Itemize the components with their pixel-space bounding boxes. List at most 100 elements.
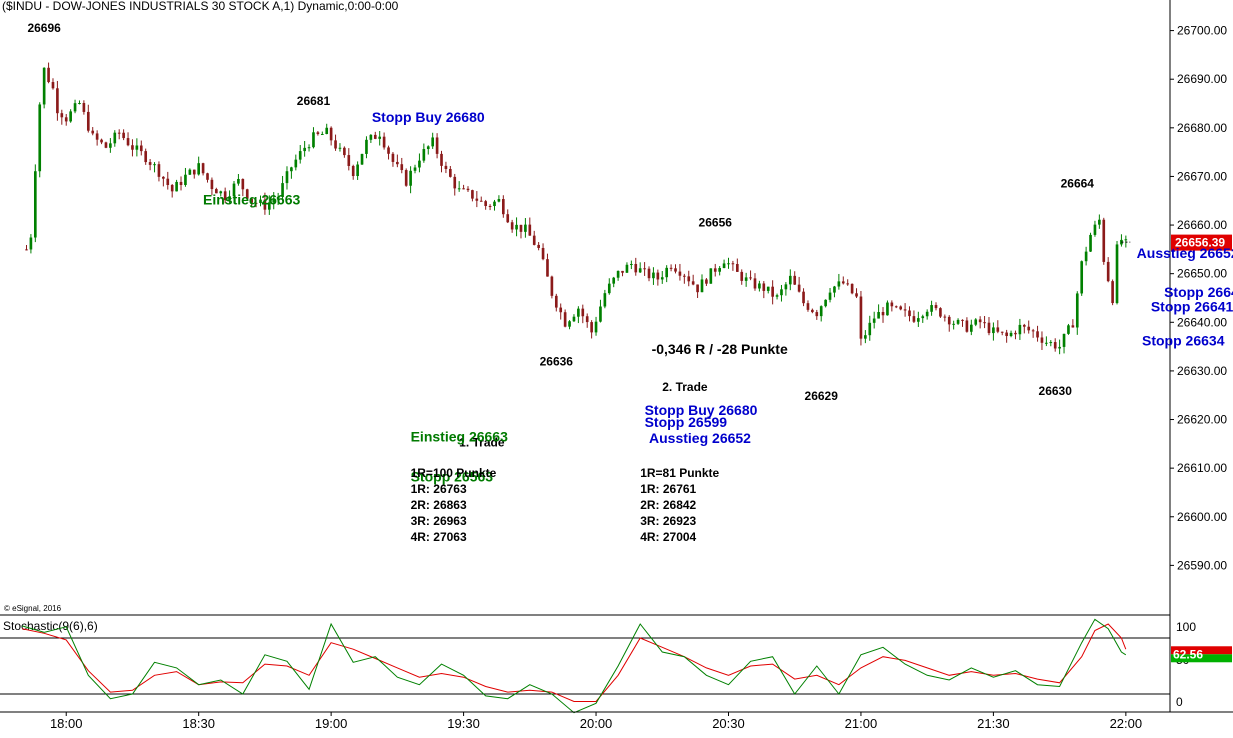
stochastic-panel: Stochastic(9(6),6) xyxy=(0,618,1170,714)
candle-body xyxy=(643,268,646,270)
candle-body xyxy=(1040,337,1044,343)
candle-body xyxy=(449,168,452,177)
candle-body xyxy=(793,275,797,285)
candle-body xyxy=(69,111,72,122)
candle-body xyxy=(603,293,607,307)
candle-body xyxy=(925,311,929,317)
candle-body xyxy=(122,132,125,139)
candle-body xyxy=(802,291,805,304)
candle-body xyxy=(254,202,258,204)
candle-body xyxy=(930,305,933,312)
candle-body xyxy=(621,270,624,273)
price-annotation: Stopp 26641 xyxy=(1151,298,1233,314)
candle-body xyxy=(387,147,390,154)
candle-body xyxy=(965,320,969,332)
trade1-r-line: 1R: 26763 xyxy=(411,482,467,496)
candle-body xyxy=(546,259,549,277)
candle-body xyxy=(320,134,324,136)
candle-body xyxy=(833,286,836,293)
candle-body xyxy=(616,270,620,278)
candle-body xyxy=(634,263,638,273)
candle-body xyxy=(78,103,81,105)
candle-body xyxy=(343,147,346,156)
candle-body xyxy=(780,289,783,296)
candle-body xyxy=(298,151,302,160)
candle-body xyxy=(95,133,99,140)
trade2-stop: Stopp 26599 xyxy=(645,414,728,430)
candle-body xyxy=(475,198,479,201)
candle-body xyxy=(201,163,205,174)
candle-body xyxy=(33,171,37,238)
candle-body xyxy=(1045,342,1048,344)
candle-body xyxy=(1102,219,1106,262)
candle-body xyxy=(510,222,514,230)
candle-body xyxy=(73,103,77,112)
stoch-value: 62.56 xyxy=(1173,647,1203,661)
candle-body xyxy=(290,167,293,172)
candle-body xyxy=(762,283,766,291)
candle-body xyxy=(1089,234,1092,252)
candle-body xyxy=(815,312,819,317)
candle-body xyxy=(841,281,845,284)
candle-body xyxy=(660,277,664,280)
candle-body xyxy=(850,283,854,294)
candle-body xyxy=(162,176,165,179)
candle-body xyxy=(674,268,677,272)
trade1-r-line: 4R: 27063 xyxy=(411,530,467,544)
trade2-r-line: 1R: 26761 xyxy=(640,482,696,496)
candle-body xyxy=(837,281,841,287)
candle-body xyxy=(184,174,187,185)
candle-body xyxy=(418,160,421,168)
last-price-tag xyxy=(1171,234,1232,251)
candle-body xyxy=(727,263,730,265)
y-tick-label: 26700.00 xyxy=(1177,24,1227,38)
trade2-heading: 2. Trade xyxy=(662,380,708,394)
y-tick-label: 26590.00 xyxy=(1177,558,1227,572)
swing-label: 26664 xyxy=(1061,177,1095,191)
candle-body xyxy=(669,267,673,269)
price-annotation: Stopp Buy 26680 xyxy=(372,109,485,125)
candle-body xyxy=(731,263,735,265)
candle-body xyxy=(409,170,412,186)
candle-body xyxy=(947,316,951,325)
candle-body xyxy=(396,161,399,165)
candle-body xyxy=(179,181,183,185)
candle-body xyxy=(493,201,496,207)
candle-body xyxy=(524,224,527,232)
candle-body xyxy=(607,283,611,294)
candle-body xyxy=(351,165,355,177)
candle-body xyxy=(484,201,487,207)
candle-body xyxy=(245,189,249,199)
swing-label: 26629 xyxy=(805,389,839,403)
candle-body xyxy=(192,169,196,175)
candle-body xyxy=(806,303,810,310)
candle-body xyxy=(272,199,276,203)
candle-body xyxy=(1067,325,1070,334)
candle-body xyxy=(1062,333,1066,347)
candle-body xyxy=(170,185,174,192)
candle-body xyxy=(656,272,660,280)
candle-body xyxy=(334,140,337,149)
candle-body xyxy=(210,179,214,190)
trade1-heading: 1. Trade xyxy=(459,435,505,449)
candle-body xyxy=(585,316,589,323)
trade2-r-line: 3R: 26923 xyxy=(640,514,696,528)
trade1-stop: Stopp 26563 xyxy=(411,468,494,484)
candle-body xyxy=(532,235,536,245)
candle-body xyxy=(422,149,426,161)
candle-body xyxy=(1014,332,1017,335)
candle-body xyxy=(983,322,986,324)
candle-body xyxy=(718,268,721,272)
candle-body xyxy=(104,142,108,148)
copyright-text: © eSignal, 2016 xyxy=(4,604,62,613)
candle-body xyxy=(131,145,134,150)
candle-body xyxy=(709,268,713,284)
price-annotation: Einstieg 26663 xyxy=(203,191,300,207)
candle-body xyxy=(877,311,880,319)
candle-body xyxy=(638,268,642,273)
candle-body xyxy=(276,196,280,200)
candle-body xyxy=(956,319,960,324)
candle-body xyxy=(969,324,973,332)
candle-body xyxy=(365,139,368,154)
candle-body xyxy=(453,176,457,189)
